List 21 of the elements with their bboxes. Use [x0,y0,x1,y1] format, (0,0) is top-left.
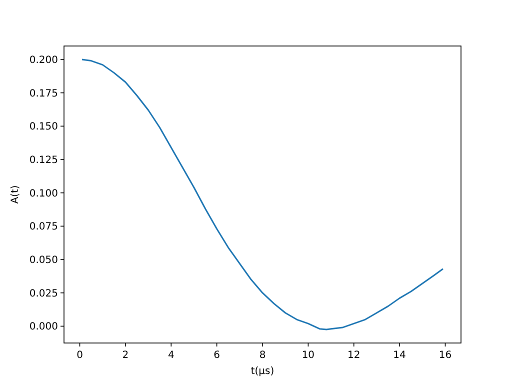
y-tick-label: 0.125 [29,154,58,166]
x-tick-label: 14 [393,350,406,361]
x-tick-label: 12 [348,350,360,361]
y-tick-label: 0.175 [29,88,58,100]
x-tick-label: 0 [76,350,83,361]
x-tick-label: 10 [302,350,315,361]
y-axis-title: A(t) [10,185,21,204]
x-tick-label: 8 [259,350,266,361]
line-series [81,58,444,330]
y-tick-label: 0.200 [29,54,58,66]
y-tick-label: 0.000 [29,322,58,333]
x-tick-label: 6 [214,350,220,361]
y-tick-label: 0.075 [29,222,58,233]
x-tick-label: 16 [438,350,452,361]
x-axis-title: t(μs) [250,366,274,377]
x-tick-label: 4 [168,350,174,361]
y-tick-label: 0.025 [29,288,58,300]
y-tick-label: 0.050 [29,255,58,266]
y-tick-label: 0.100 [29,188,58,200]
x-tick-label: 2 [122,350,129,361]
y-tick-label: 0.150 [29,122,58,133]
